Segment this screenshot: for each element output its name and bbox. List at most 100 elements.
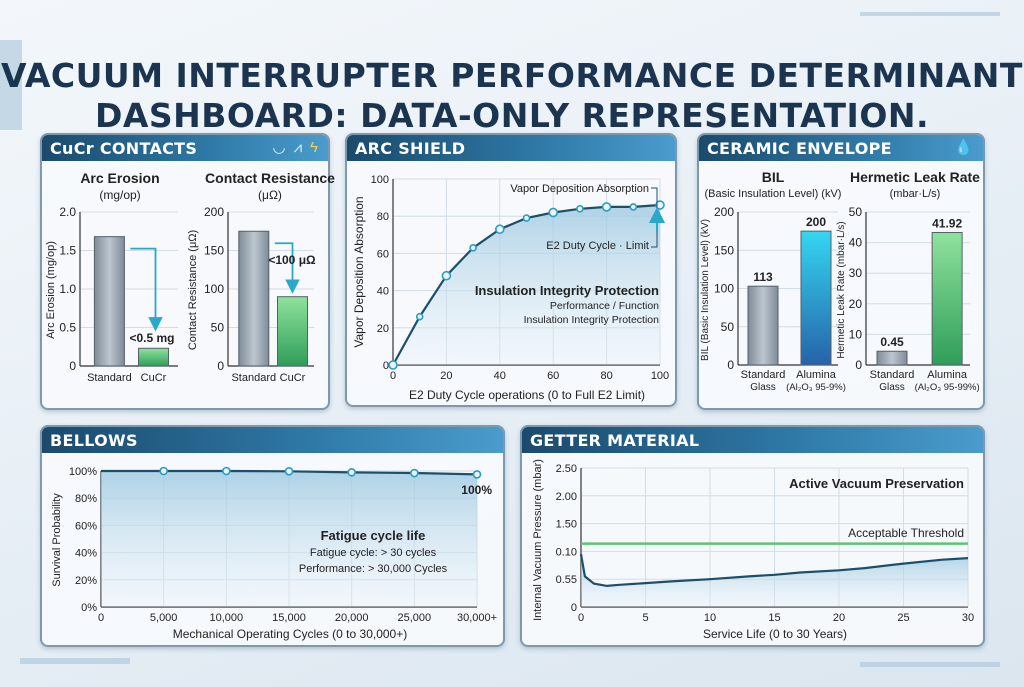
vapor-data-point <box>469 244 477 252</box>
vapor-data-point <box>441 270 452 281</box>
getter-series-line <box>579 554 969 588</box>
lightning-icon: ϟ <box>310 139 318 156</box>
leak-ytick-label: 50 <box>849 205 863 219</box>
decorative-line <box>20 658 130 664</box>
bellows-area <box>101 471 477 607</box>
decorative-line <box>860 662 1000 667</box>
bil-ylabel: BIL (Basic Insulation Level) (kV) <box>700 219 711 361</box>
vapor-data-point <box>576 204 584 213</box>
bellows-annotation-line2: Performance: > 30,000 Cycles <box>299 563 448 575</box>
bellows-data-point <box>222 466 231 476</box>
getter-ylabel: Internal Vacuum Pressure (mbar) <box>532 459 544 621</box>
resistance-bar <box>277 296 308 367</box>
vapor-data-point <box>522 214 531 222</box>
bellows-ytick-label: 80% <box>75 493 97 505</box>
getter-xtick-label: 10 <box>704 612 716 624</box>
decorative-line <box>860 12 1000 16</box>
resistance-subtitle: (μΩ) <box>258 188 282 202</box>
arc-icon: ◡ <box>272 139 286 156</box>
bellows-ytick-label: 0% <box>81 602 97 614</box>
bil-ytick-label: 100 <box>714 282 734 296</box>
resistance-ytick-label: 150 <box>204 244 224 258</box>
vapor-annotation-line2: Insulation Integrity Protection <box>524 314 660 326</box>
erosion-title: Arc Erosion <box>80 170 159 186</box>
getter-annotation-heading: Active Vacuum Preservation <box>789 476 964 491</box>
getter-xtick-label: 20 <box>833 612 845 624</box>
bil-title: BIL <box>762 169 785 185</box>
resistance-annotation: <100 μΩ <box>268 253 316 267</box>
bellows-xtick-label: 20,000 <box>335 612 369 624</box>
leak-ytick-label: 40 <box>849 236 863 250</box>
getter-ytick-label: 0 <box>571 602 577 614</box>
vapor-ylabel: Vapor Deposition Absorption <box>352 196 366 347</box>
leak-ylabel: Hermetic Leak Rate (mbar·L/s) <box>836 221 847 358</box>
vapor-xtick-label: 60 <box>547 370 559 382</box>
bellows-xtick-label: 10,000 <box>210 612 244 624</box>
vapor-area <box>393 205 660 365</box>
panel-header: ARC SHIELD <box>347 135 675 161</box>
getter-xlabel: Service Life (0 to 30 Years) <box>703 627 847 641</box>
vapor-data-point <box>548 207 559 218</box>
erosion-ytick-label: 0 <box>69 359 76 373</box>
resistance-ytick-label: 50 <box>211 321 225 335</box>
vapor-ytick-label: 60 <box>377 248 389 260</box>
erosion-ytick-label: 1.5 <box>59 244 76 258</box>
vapor-annotation-heading: Insulation Integrity Protection <box>475 283 659 298</box>
panel-header: CERAMIC ENVELOPE <box>699 135 983 161</box>
resistance-ytick-label: 200 <box>204 205 224 219</box>
getter-xtick-label: 15 <box>768 612 780 624</box>
getter-ytick-label: 2.00 <box>556 491 577 503</box>
getter-xtick-label: 30 <box>962 612 974 624</box>
vapor-ytick-label: 40 <box>377 286 389 298</box>
bellows-ytick-label: 40% <box>75 548 97 560</box>
bil-category-label: Glass <box>750 382 776 393</box>
erosion-ytick-label: 2.0 <box>59 205 76 219</box>
bellows-xtick-label: 15,000 <box>272 612 306 624</box>
bellows-data-point <box>410 468 419 478</box>
erosion-bar <box>93 236 125 367</box>
panel-header: CuCr CONTACTS <box>42 135 328 161</box>
vapor-ytick-label: 100 <box>371 174 389 186</box>
panel-getter-material: GETTER MATERIAL <box>520 425 985 647</box>
erosion-ylabel: Arc Erosion (mg/op) <box>45 241 57 339</box>
panel-header: GETTER MATERIAL <box>522 427 983 453</box>
getter-xtick-label: 25 <box>897 612 909 624</box>
resistance-ytick-label: 100 <box>204 282 224 296</box>
getter-ytick-label: 2.50 <box>556 463 577 475</box>
bil-category-label: Standard <box>741 369 786 381</box>
leak-bar <box>876 350 908 366</box>
bil-ytick-label: 50 <box>721 320 735 334</box>
resistance-category-label: CuCr <box>280 372 306 384</box>
getter-ytick-label: 1.50 <box>556 519 577 531</box>
bellows-data-point <box>284 466 294 476</box>
erosion-annotation: <0.5 mg <box>129 331 174 345</box>
leak-category-label: Glass <box>879 382 905 393</box>
bellows-xtick-label: 0 <box>98 612 104 624</box>
getter-threshold-label: Acceptable Threshold <box>848 526 964 540</box>
vapor-data-point <box>415 312 424 321</box>
decorative-line <box>0 40 22 130</box>
vapor-annotation-limit: E2 Duty Cycle · Limit <box>546 240 649 252</box>
page-title: VACUUM INTERRUPTER PERFORMANCE DETERMINA… <box>0 56 1024 136</box>
bil-data-label: 200 <box>806 215 826 229</box>
vapor-xtick-label: 40 <box>494 370 506 382</box>
vapor-ytick-label: 0 <box>383 360 389 372</box>
bellows-data-point <box>159 466 168 476</box>
vapor-xtick-label: 20 <box>440 370 452 382</box>
leak-category-label: (Al₂O₃ 95-99%) <box>915 382 980 393</box>
getter-ytick-label: 0.10 <box>556 546 577 558</box>
vapor-data-point <box>601 202 612 212</box>
bil-subtitle: (Basic Insulation Level) (kV) <box>705 188 842 200</box>
bellows-ytick-label: 100% <box>69 466 97 478</box>
vapor-xtick-label: 0 <box>390 370 396 382</box>
bellows-ylabel: Survival Probability <box>51 493 63 587</box>
resistance-category-label: Standard <box>231 372 276 384</box>
erosion-reduction-arrow <box>130 247 163 332</box>
getter-ytick-label: 0.55 <box>556 574 577 586</box>
bil-bar <box>800 230 832 366</box>
leak-ytick-label: 30 <box>849 266 863 280</box>
vapor-data-point <box>629 203 638 211</box>
erosion-bar <box>138 347 169 367</box>
leak-category-label: Standard <box>870 369 915 381</box>
